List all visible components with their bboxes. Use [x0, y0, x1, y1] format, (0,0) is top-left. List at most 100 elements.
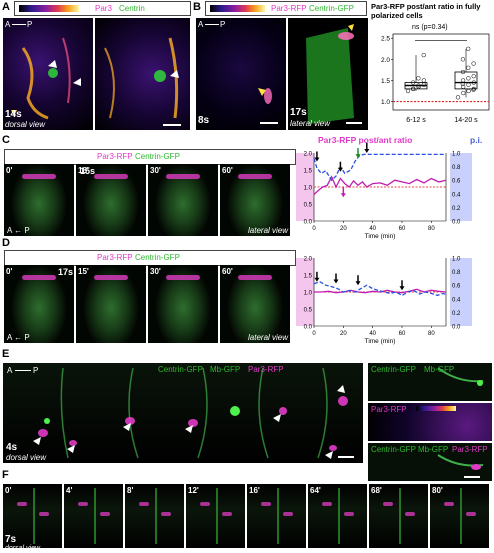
membrane-line — [460, 488, 462, 544]
par3-spot — [161, 512, 171, 516]
panel-f-frame-time: 12' — [188, 486, 199, 495]
membrane-line — [33, 488, 35, 544]
data-point — [471, 74, 476, 79]
par3-spot — [466, 512, 476, 516]
pi-series-line — [313, 153, 446, 182]
axis-a-label: A — [5, 20, 11, 29]
par3-spot — [261, 502, 271, 506]
legend-par3-c: Par3-RFP — [97, 152, 133, 161]
y-tick-left: 1.5 — [304, 274, 313, 280]
inset-e-top: Centrin-GFP Mb-GFP — [368, 363, 492, 401]
axis-a-e: A — [7, 366, 13, 375]
time-e: 4s — [6, 442, 18, 453]
data-point — [460, 57, 466, 62]
x-tick-label: 20 — [340, 331, 347, 337]
axis-p-e: P — [33, 366, 39, 375]
panel-label-f: F — [2, 469, 9, 481]
annotation-arrow-head — [355, 281, 361, 286]
y-tick-left: 1.5 — [304, 169, 313, 175]
y-tick-left: 0.5 — [304, 203, 313, 209]
x-tick-label: 80 — [428, 226, 435, 232]
chart-c: 0.0 0.5 1.0 1.5 2.0 0.0 0.2 0.4 0.6 0.8 1.0 0 20 40 60… — [296, 143, 472, 240]
micrograph-a-right — [95, 18, 190, 130]
box — [454, 71, 478, 90]
legend-e-mb: Mb-GFP — [210, 365, 241, 374]
data-point — [411, 80, 416, 85]
lut-gradient-e — [416, 406, 456, 411]
micrograph-e: A P 4s dorsal view — [3, 363, 363, 463]
legend-centrin-d: Centrin-GFP — [135, 253, 180, 262]
annotation-arrow-head — [333, 279, 339, 284]
axis-a-label-b: A — [198, 20, 204, 29]
data-point — [466, 82, 471, 87]
panel-c-frame: 0' — [4, 164, 74, 236]
par3-spot — [39, 512, 49, 516]
par3-spot — [78, 502, 88, 506]
boxplot-title: Par3-RFP post/ant ratio in fully polariz… — [371, 2, 481, 20]
arrows-a-right — [104, 37, 181, 126]
micrograph-b-left: A P 8s — [196, 18, 286, 130]
data-point — [461, 90, 466, 96]
annotation-arrow-head — [337, 167, 343, 172]
y-tick-right: 0.2 — [452, 206, 461, 212]
x-axis-label: Time (min) — [365, 233, 396, 240]
y-tick-left: 0.0 — [304, 220, 313, 226]
panel-f-frame-time: 64' — [310, 486, 321, 495]
annotation-arrow-head — [399, 286, 405, 291]
axis-arrow-e — [15, 370, 31, 371]
panel-label-c: C — [2, 134, 10, 146]
panel-d-frame-time: 15' — [78, 267, 89, 276]
right-axis-band — [450, 153, 472, 221]
legend-e-centrin: Centrin-GFP — [158, 365, 203, 374]
ratio-series-line — [313, 175, 447, 195]
panel-f-frame: 80' — [430, 484, 489, 548]
left-axis-band — [296, 153, 314, 221]
inset-bot-mb: Mb-GFP — [418, 445, 449, 454]
panel-f-frame: 8' — [125, 484, 184, 548]
panel-c-frame: 30' — [148, 164, 218, 236]
data-point — [471, 61, 476, 66]
somite-d: 17s — [58, 267, 74, 277]
view-e: dorsal view — [6, 453, 47, 462]
par3-spot — [200, 502, 210, 506]
legend-par3-d: Par3-RFP — [97, 253, 133, 262]
axis-p-label: P — [27, 20, 33, 29]
x-tick-label: 20 — [340, 226, 347, 232]
y-tick-right: 1.0 — [452, 152, 461, 158]
inset-top-mb: Mb-GFP — [424, 365, 455, 374]
data-point — [421, 82, 427, 87]
y-tick-right: 0.2 — [452, 311, 461, 317]
arrows-a-left — [11, 37, 81, 120]
data-point — [466, 76, 471, 81]
legend-centrin-gfp: Centrin-GFP — [309, 4, 354, 13]
data-point — [421, 52, 426, 58]
panel-c-frame-time: 18' — [78, 166, 89, 175]
par3-spot — [444, 502, 454, 506]
axis-p-label-b: P — [220, 20, 226, 29]
par3-spot — [100, 512, 110, 516]
panel-f-frame: 68' — [369, 484, 428, 548]
panel-d-frame: 60' — [220, 265, 290, 343]
x-tick-label: 60 — [399, 331, 406, 337]
view-d: lateral view — [248, 333, 289, 342]
cells-e — [33, 367, 354, 459]
annotation-arrow-head — [314, 277, 320, 282]
view-c: lateral view — [248, 226, 289, 235]
y-tick-right: 0.6 — [452, 179, 461, 185]
legend-e-par3: Par3-RFP — [248, 365, 284, 374]
legend-par3: Par3 — [95, 4, 112, 13]
panel-f-frame-time: 80' — [432, 486, 443, 495]
annotation-arrow-head — [364, 149, 370, 153]
x-tick-label: 0 — [312, 226, 316, 232]
data-point — [461, 84, 466, 89]
panel-d-frame: 0' — [4, 265, 74, 343]
x-tick-label: 40 — [369, 331, 376, 337]
chart-d: 0.0 0.5 1.0 1.5 2.0 0.0 0.2 0.4 0.6 0.8 1.0 0 20 40 60… — [296, 257, 472, 345]
inset-top-centrin: Centrin-GFP — [371, 365, 416, 374]
annotation-arrow-head — [340, 193, 346, 198]
par3-apical-cap — [238, 174, 272, 179]
membrane-line — [216, 488, 218, 544]
membrane-line — [94, 488, 96, 544]
legend-centrin-c: Centrin-GFP — [135, 152, 180, 161]
par3-spot — [344, 512, 354, 516]
